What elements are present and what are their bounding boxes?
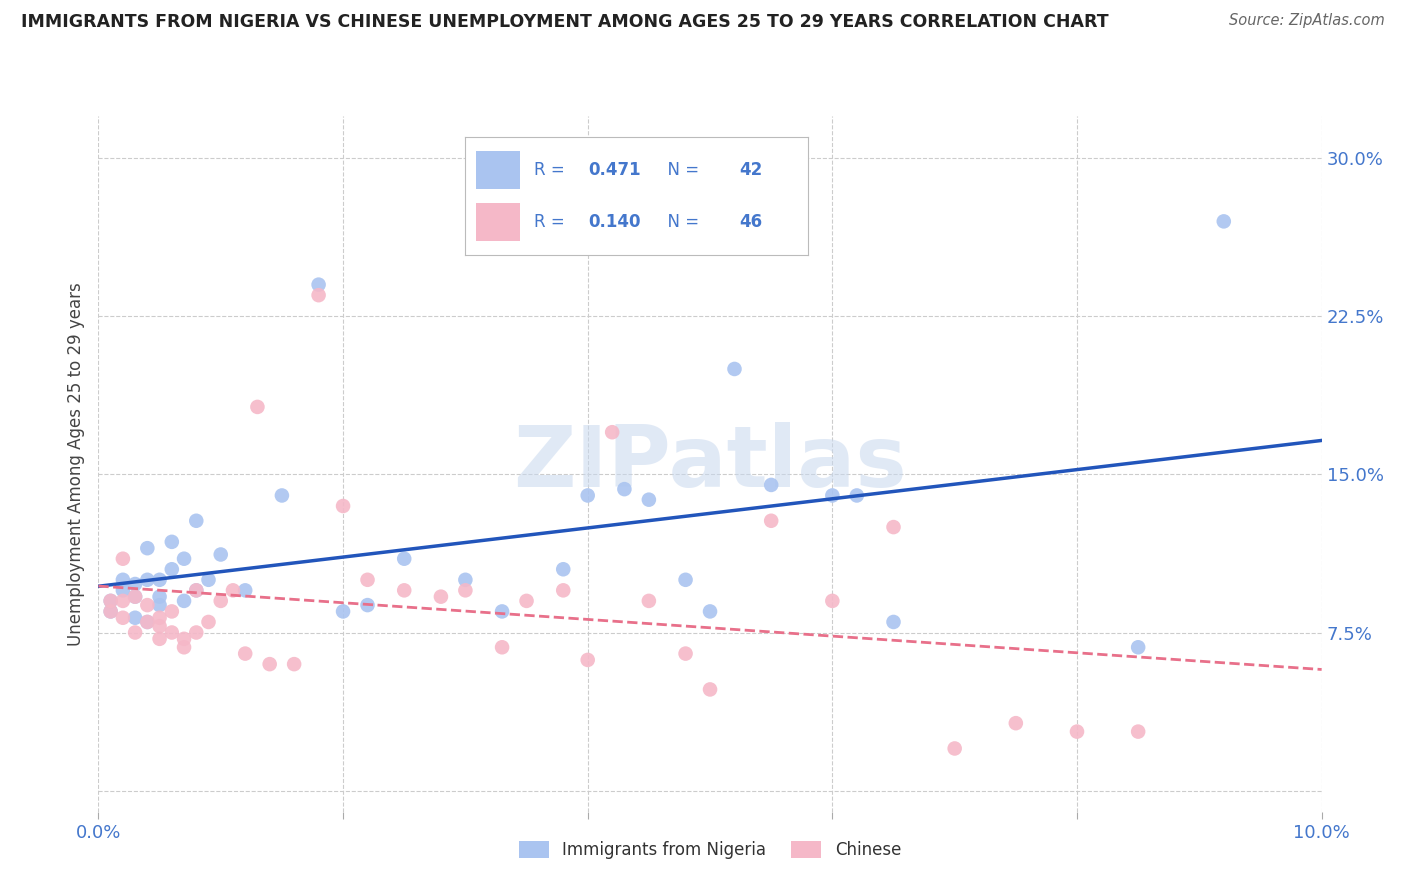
Point (124, 590, 146, 604)
Text: Source: ZipAtlas.com: Source: ZipAtlas.com (1229, 13, 1385, 29)
Point (209, 594, 232, 608)
Point (111, 583, 134, 598)
Point (699, 682, 721, 697)
Point (124, 625, 146, 640)
Point (160, 604, 183, 618)
Point (233, 583, 256, 598)
Point (160, 562, 183, 576)
Point (491, 604, 513, 618)
Point (576, 653, 599, 667)
Point (1128, 640, 1150, 655)
Point (246, 400, 269, 414)
Point (821, 488, 844, 502)
Point (222, 583, 245, 598)
Point (197, 573, 219, 587)
Point (308, 277, 330, 292)
Point (173, 594, 195, 608)
Point (186, 625, 208, 640)
Point (111, 551, 134, 566)
Point (149, 590, 172, 604)
Point (356, 573, 378, 587)
Point (149, 611, 172, 625)
Point (392, 551, 416, 566)
Point (136, 573, 159, 587)
Point (173, 640, 195, 655)
Point (233, 647, 256, 661)
Point (675, 573, 697, 587)
Point (197, 615, 219, 629)
Point (186, 514, 208, 528)
Point (332, 604, 354, 618)
Point (136, 615, 159, 629)
Point (392, 583, 416, 598)
Point (1004, 716, 1026, 731)
Y-axis label: Unemployment Among Ages 25 to 29 years: Unemployment Among Ages 25 to 29 years (66, 282, 84, 646)
Point (124, 611, 146, 625)
Point (270, 488, 292, 502)
Point (600, 425, 623, 440)
Point (637, 594, 661, 608)
Point (1128, 724, 1150, 739)
Point (186, 583, 208, 598)
Point (883, 615, 905, 629)
Point (124, 590, 146, 604)
Point (883, 520, 905, 534)
Point (111, 573, 134, 587)
Point (845, 488, 868, 502)
Point (454, 583, 477, 598)
Point (491, 640, 513, 655)
Point (173, 632, 195, 646)
Point (100, 594, 122, 608)
Point (209, 548, 232, 562)
Point (1212, 214, 1234, 228)
Point (454, 573, 477, 587)
Point (149, 573, 172, 587)
Point (516, 594, 538, 608)
Point (356, 598, 378, 612)
Point (100, 604, 122, 618)
Point (124, 577, 146, 591)
Point (308, 288, 330, 302)
Text: IMMIGRANTS FROM NIGERIA VS CHINESE UNEMPLOYMENT AMONG AGES 25 TO 29 YEARS CORREL: IMMIGRANTS FROM NIGERIA VS CHINESE UNEMP… (21, 13, 1109, 31)
Point (111, 594, 134, 608)
Point (160, 625, 183, 640)
Point (100, 594, 122, 608)
Point (259, 657, 281, 672)
Point (332, 499, 354, 513)
Point (149, 619, 172, 633)
Point (637, 492, 661, 507)
Point (136, 541, 159, 556)
Point (675, 647, 697, 661)
Point (283, 657, 305, 672)
Point (173, 551, 195, 566)
Point (553, 562, 575, 576)
Point (723, 362, 745, 376)
Point (759, 514, 782, 528)
Point (821, 594, 844, 608)
Point (149, 632, 172, 646)
Point (136, 615, 159, 629)
Text: ZIPatlas: ZIPatlas (513, 422, 907, 506)
Point (100, 604, 122, 618)
Point (149, 598, 172, 612)
Point (160, 534, 183, 549)
Point (430, 590, 453, 604)
Point (759, 478, 782, 492)
Point (186, 583, 208, 598)
Point (699, 604, 721, 618)
Point (553, 583, 575, 598)
Point (136, 598, 159, 612)
Point (576, 488, 599, 502)
Point (1066, 724, 1088, 739)
Point (613, 482, 636, 496)
Point (111, 611, 134, 625)
Point (943, 741, 966, 756)
Legend: Immigrants from Nigeria, Chinese: Immigrants from Nigeria, Chinese (512, 835, 908, 866)
